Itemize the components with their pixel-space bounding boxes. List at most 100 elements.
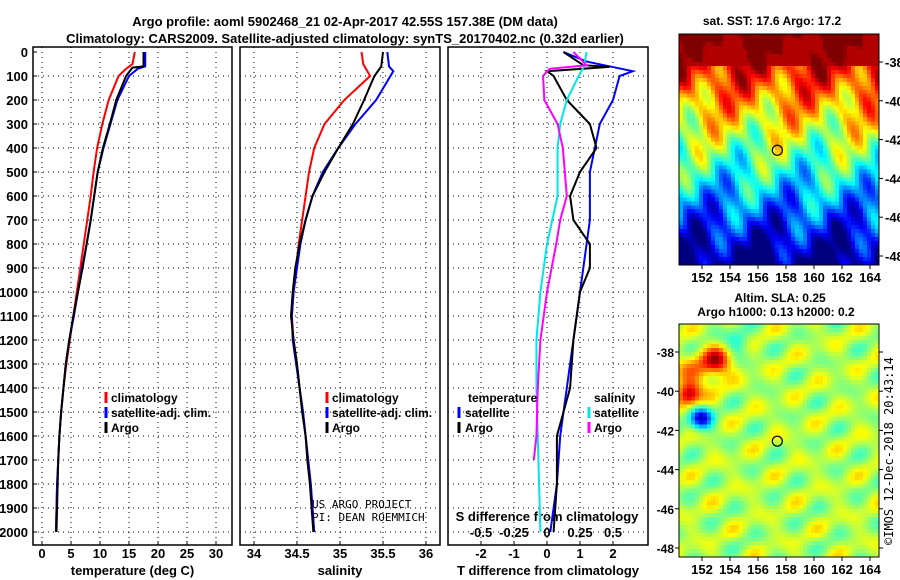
x-tick-label: 25: [180, 546, 194, 561]
y-tick-label: 200: [6, 93, 28, 108]
map-lon-label: 158: [775, 562, 797, 577]
y-tick-label: 400: [6, 141, 28, 156]
map-lon-label: 160: [803, 270, 825, 285]
s-tick-label: 0.5: [604, 525, 622, 540]
y-tick-label: 700: [6, 213, 28, 228]
legend-label: satellite-adj. clim.: [332, 406, 432, 420]
x-tick-label: 30: [209, 546, 223, 561]
x-tick-label: 2: [609, 546, 616, 561]
x-tick-label: 34: [247, 546, 262, 561]
x-tick-label: 0: [38, 546, 45, 561]
map-lat-label: -44: [657, 464, 675, 478]
map-lon-label: 164: [859, 562, 881, 577]
series-salinity-argo: [532, 51, 589, 461]
x-tick-label: -2: [475, 546, 487, 561]
x-tick-label: 36: [419, 546, 433, 561]
y-tick-label: 1200: [0, 333, 28, 348]
x-axis-label: temperature (deg C): [71, 563, 195, 578]
y-tick-label: 100: [6, 69, 28, 84]
argo-position-marker: [771, 435, 783, 447]
legend-title-temperature: temperature: [468, 391, 538, 405]
x-tick-label: 20: [151, 546, 165, 561]
map-lon-label: 162: [831, 270, 853, 285]
title-line1: Argo profile: aoml 5902468_21 02-Apr-201…: [132, 14, 558, 29]
sla-map-title1: Altim. SLA: 0.25: [734, 291, 826, 305]
y-tick-label: 1900: [0, 501, 28, 516]
map-lon-label: 156: [747, 270, 769, 285]
x-tick-label: 0: [543, 546, 550, 561]
legend-label: climatology: [332, 391, 399, 405]
map-lat-label: -42: [657, 424, 675, 438]
credit-line2: PI: DEAN ROEMMICH: [312, 511, 425, 524]
map-lat-label: -46: [657, 503, 675, 517]
map-lon-label: 156: [747, 562, 769, 577]
map-lon-label: 158: [775, 270, 797, 285]
x-tick-label: 1: [576, 546, 583, 561]
argo-position-marker: [771, 144, 783, 156]
series-temperature-satellite: [549, 51, 637, 533]
sst-map: [679, 34, 879, 265]
y-tick-label: 1600: [0, 429, 28, 444]
y-tick-label: 900: [6, 261, 28, 276]
y-tick-label: 600: [6, 189, 28, 204]
plot-frame: [239, 46, 441, 546]
sst-map-title: sat. SST: 17.6 Argo: 17.2: [703, 14, 842, 28]
y-tick-label: 1800: [0, 477, 28, 492]
y-tick-label: 0: [21, 45, 28, 60]
map-frame: [678, 33, 880, 266]
legend-label: satellite: [465, 406, 510, 420]
title-line2: Climatology: CARS2009. Satellite-adjuste…: [66, 31, 624, 46]
legend-label: Argo: [594, 421, 622, 435]
y-tick-label: 500: [6, 165, 28, 180]
legend-label: Argo: [465, 421, 493, 435]
legend-label: Argo: [111, 421, 139, 435]
y-tick-label: 2000: [0, 525, 28, 540]
series-satellite: [54, 52, 147, 533]
map-lon-label: 154: [719, 562, 741, 577]
map-lon-label: 154: [719, 270, 741, 285]
map-lat-label: -40: [657, 385, 675, 399]
series-argo: [289, 51, 384, 533]
series-argo: [55, 52, 145, 533]
y-tick-label: 1700: [0, 453, 28, 468]
x-tick-label: 35: [333, 546, 347, 561]
x-tick-label: 10: [93, 546, 107, 561]
legend-label: satellite: [594, 406, 639, 420]
map-lon-label: 164: [859, 270, 881, 285]
y-tick-label: 1500: [0, 405, 28, 420]
series-climatology: [54, 51, 136, 533]
map-frame: [678, 323, 880, 558]
s-axis-label: S difference from climatology: [456, 509, 640, 524]
legend-label: satellite-adj. clim.: [111, 406, 211, 420]
x-tick-label: -1: [508, 546, 520, 561]
legend-label: climatology: [111, 391, 178, 405]
map-lon-label: 160: [803, 562, 825, 577]
map-lat-label: -42: [885, 133, 900, 148]
s-tick-label: 0.25: [567, 525, 592, 540]
x-tick-label: 5: [67, 546, 74, 561]
plot-frame: [32, 46, 233, 546]
sla-map-title2: Argo h1000: 0.13 h2000: 0.2: [697, 305, 855, 319]
map-lat-label: -44: [885, 171, 900, 186]
x-tick-label: 35.5: [370, 546, 395, 561]
x-tick-label: 15: [122, 546, 136, 561]
map-lon-label: 152: [691, 562, 713, 577]
y-tick-label: 1000: [0, 285, 28, 300]
x-tick-label: 34.5: [284, 546, 309, 561]
map-lat-label: -38: [657, 346, 675, 360]
x-axis-label: salinity: [318, 563, 364, 578]
timestamp: ©IMOS 12-Dec-2018 20:43:14: [882, 357, 896, 545]
y-tick-label: 300: [6, 117, 28, 132]
y-tick-label: 1400: [0, 381, 28, 396]
s-tick-label: -0.5: [470, 525, 492, 540]
sla-map: [679, 324, 879, 557]
s-tick-label: -0.25: [499, 525, 529, 540]
credit-line1: US ARGO PROJECT: [312, 498, 412, 511]
map-lon-label: 162: [831, 562, 853, 577]
map-lat-label: -46: [885, 210, 900, 225]
map-lat-label: -40: [885, 94, 900, 109]
map-lon-label: 152: [691, 270, 713, 285]
legend-title-salinity: salinity: [594, 391, 636, 405]
